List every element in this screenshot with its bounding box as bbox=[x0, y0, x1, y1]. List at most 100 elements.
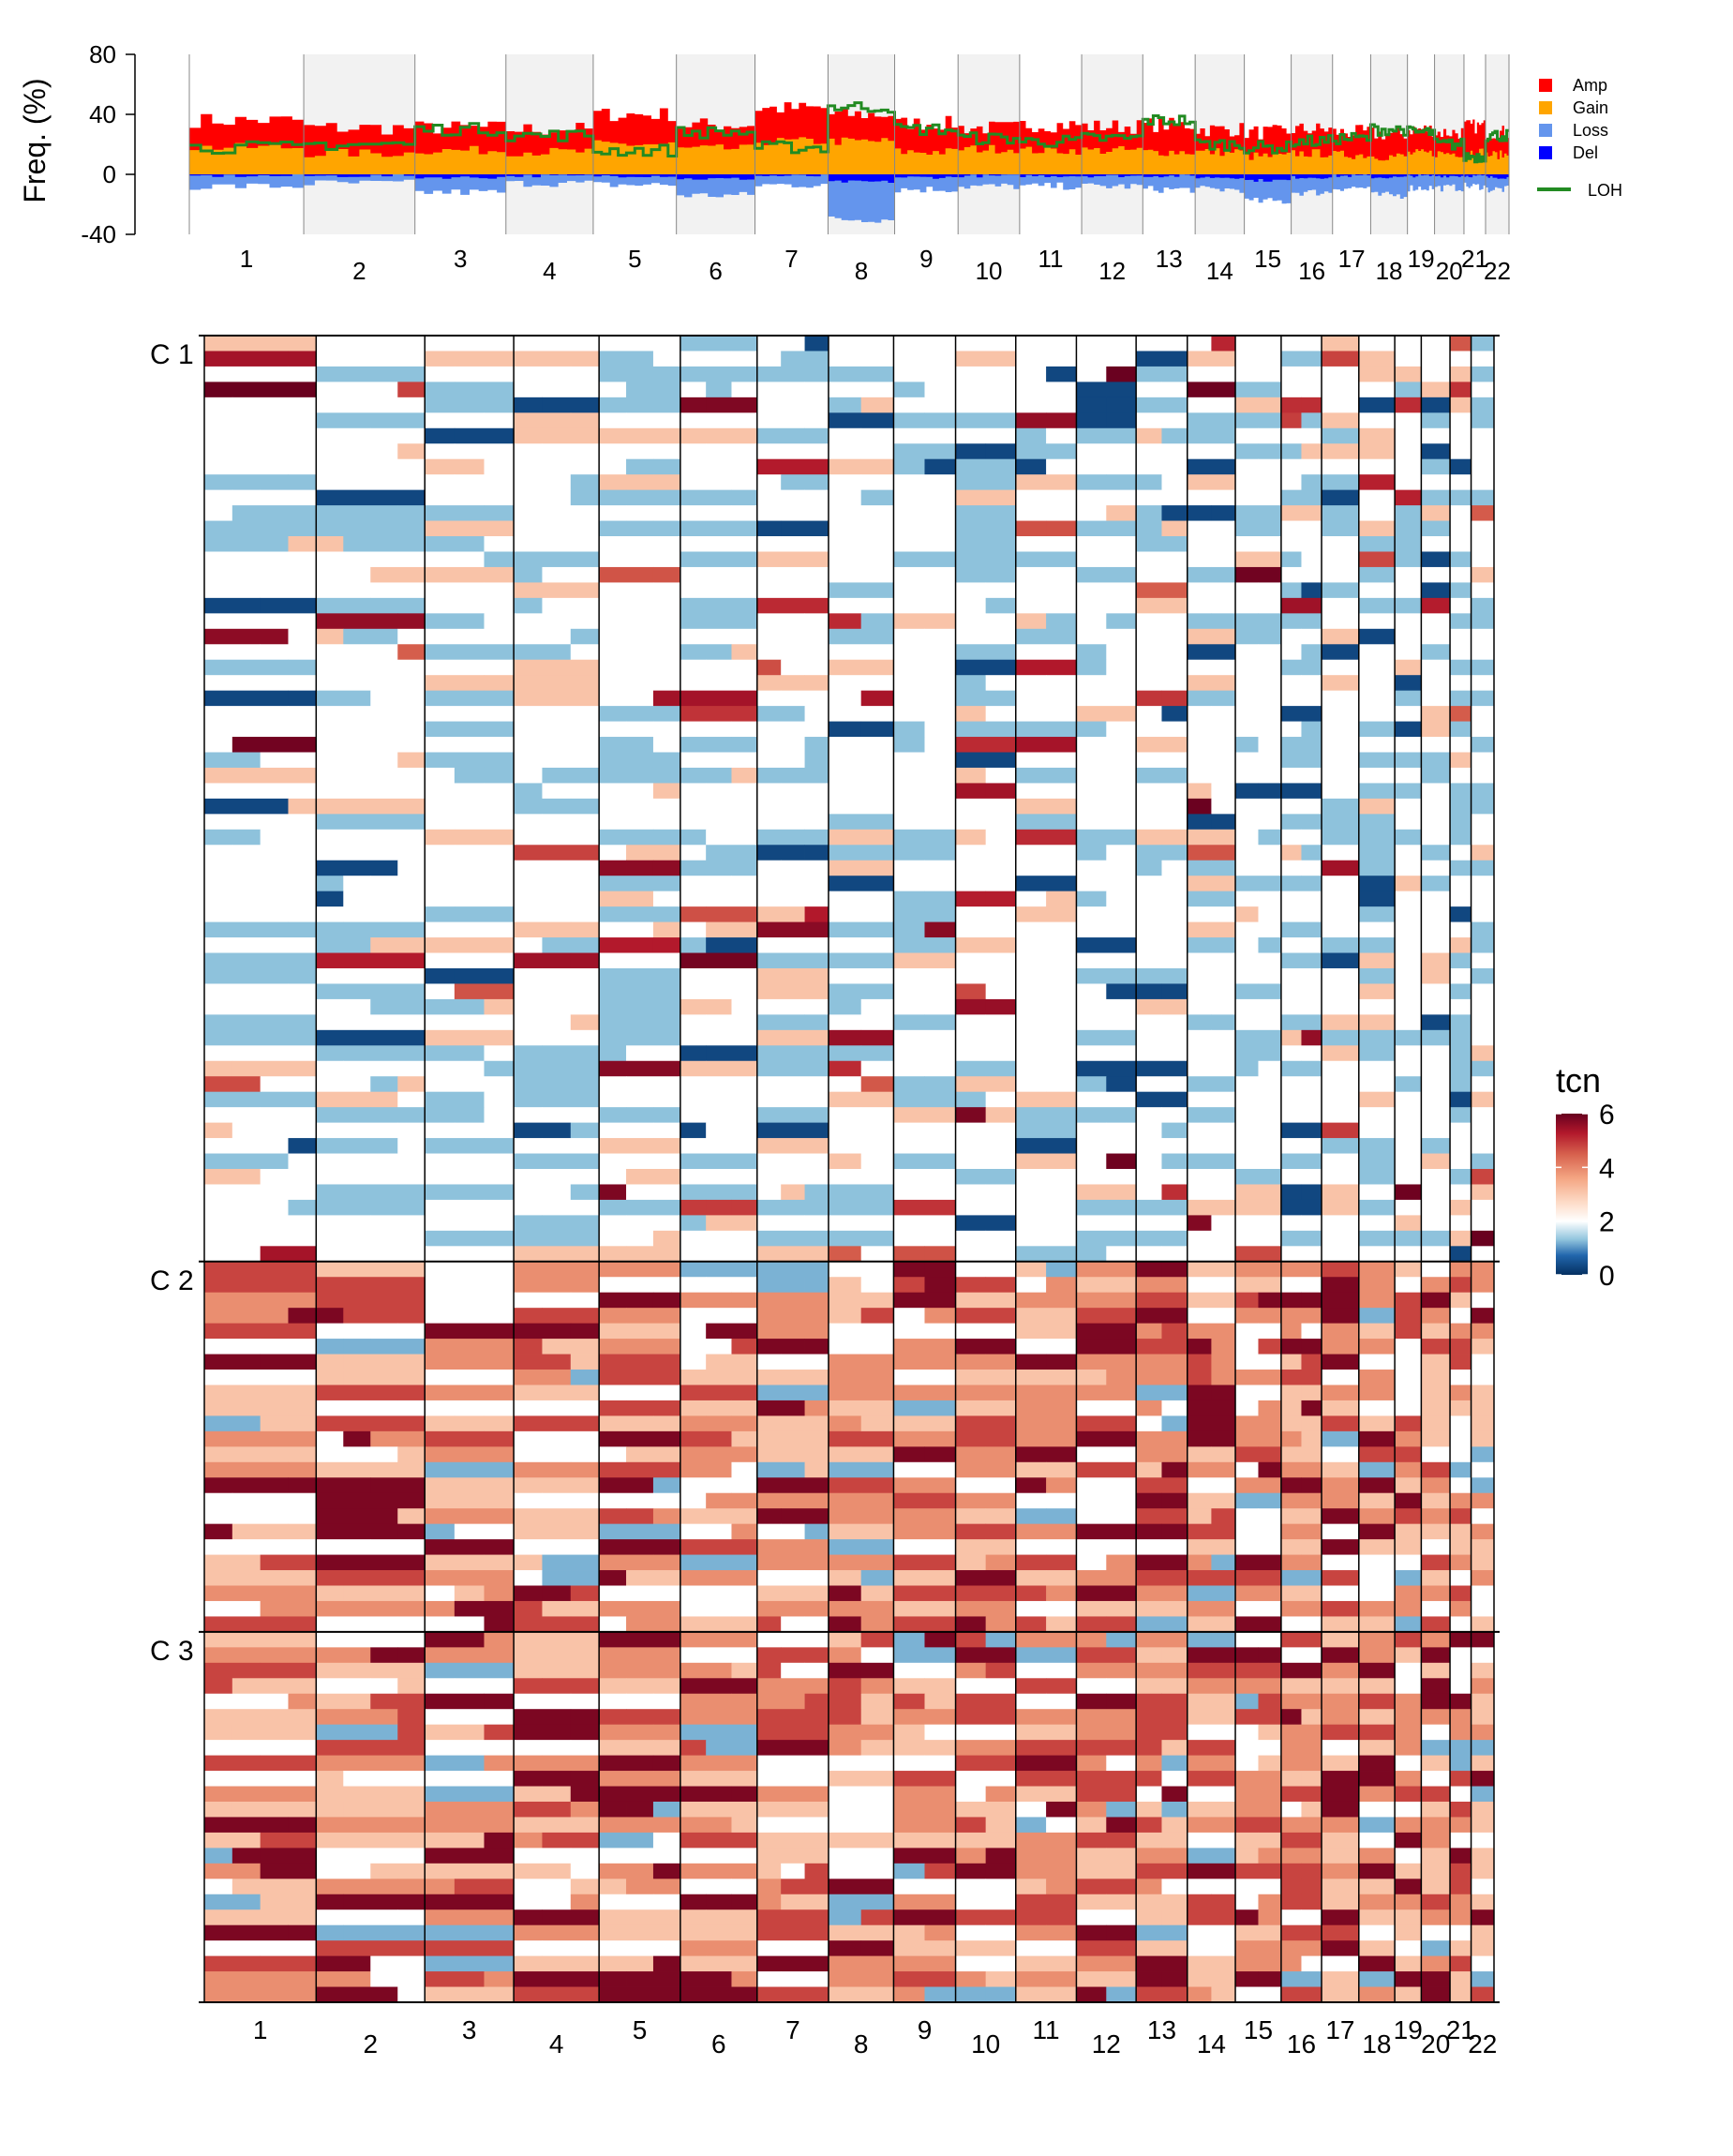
heat-cell bbox=[1046, 1370, 1077, 1385]
heat-cell bbox=[1471, 597, 1495, 614]
heat-cell bbox=[680, 1755, 732, 1772]
heat-cell bbox=[1076, 1246, 1107, 1263]
heat-cell bbox=[1358, 906, 1396, 922]
heat-cell bbox=[454, 952, 515, 969]
heat-cell bbox=[1358, 814, 1396, 831]
heat-cell bbox=[454, 382, 515, 398]
heat-cell bbox=[756, 1153, 805, 1170]
heat-cell bbox=[1280, 1246, 1322, 1263]
heat-cell bbox=[1421, 1153, 1451, 1170]
heat-cell bbox=[1258, 536, 1282, 552]
heat-cell bbox=[781, 351, 829, 367]
heat-cell bbox=[1258, 906, 1282, 922]
heat-cell bbox=[680, 829, 707, 846]
heat-cell bbox=[756, 1693, 805, 1710]
heat-cell bbox=[893, 1446, 925, 1463]
heat-cell bbox=[1211, 1801, 1236, 1818]
heat-cell bbox=[1358, 706, 1396, 722]
heat-cell bbox=[1076, 845, 1107, 861]
heat-cell bbox=[1235, 1832, 1259, 1849]
heat-cell bbox=[1450, 1169, 1472, 1185]
heat-cell bbox=[828, 690, 862, 707]
heat-cell bbox=[1136, 891, 1162, 907]
heat-cell bbox=[706, 1339, 732, 1355]
heat-cell bbox=[542, 1045, 600, 1062]
heat-cell bbox=[955, 1986, 987, 2003]
heat-cell bbox=[425, 412, 485, 429]
heat-cell bbox=[316, 1570, 426, 1586]
legend-label-loh: LOH bbox=[1588, 181, 1622, 200]
heat-cell bbox=[955, 397, 1017, 413]
heat-cell bbox=[1258, 845, 1282, 861]
heat-cell bbox=[893, 1755, 925, 1772]
heat-cell bbox=[804, 1184, 829, 1201]
heat-cell bbox=[731, 1370, 758, 1385]
heat-cell bbox=[599, 1292, 654, 1309]
heat-cell bbox=[1235, 366, 1282, 382]
heat-cell bbox=[1358, 1508, 1396, 1525]
heat-cell bbox=[1106, 737, 1137, 753]
heat-cell bbox=[204, 474, 289, 491]
heat-cell bbox=[204, 1724, 233, 1741]
heat-cell bbox=[1471, 1879, 1495, 1895]
heat-cell bbox=[454, 737, 515, 753]
heat-cell bbox=[260, 1894, 289, 1910]
heat-cell bbox=[1076, 921, 1107, 938]
heat-cell bbox=[1258, 1323, 1282, 1340]
heat-cell bbox=[756, 767, 782, 784]
heat-cell bbox=[514, 336, 543, 352]
heat-cell bbox=[599, 1940, 681, 1957]
heat-cell bbox=[1106, 536, 1137, 552]
heat-cell bbox=[599, 366, 654, 382]
heat-cell bbox=[542, 520, 572, 537]
heat-cell bbox=[204, 1014, 317, 1031]
freq-chrom-label-17: 17 bbox=[1338, 245, 1366, 273]
heat-cell bbox=[1280, 1971, 1322, 1987]
heat-cell bbox=[1395, 505, 1422, 521]
heat-cell bbox=[288, 1477, 317, 1494]
heat-cell bbox=[204, 1554, 261, 1571]
heat-cell bbox=[1450, 1323, 1472, 1340]
heat-cell bbox=[1187, 1122, 1236, 1139]
heat-cell bbox=[1076, 1107, 1137, 1124]
heat-cell bbox=[1471, 1832, 1495, 1849]
heat-cell bbox=[1471, 891, 1495, 907]
heat-cell bbox=[680, 628, 758, 645]
heat-cell bbox=[425, 1385, 485, 1401]
heat-cell bbox=[828, 937, 862, 953]
heat-cell bbox=[1421, 1215, 1451, 1232]
heat-cell bbox=[316, 1523, 398, 1540]
heatmap-cells bbox=[204, 336, 1495, 2003]
heat-cell bbox=[1450, 1724, 1472, 1741]
heat-cell bbox=[425, 628, 515, 645]
heat-cell bbox=[514, 613, 600, 630]
heat-cell bbox=[514, 412, 572, 429]
heat-cell bbox=[1395, 1585, 1422, 1602]
heat-cell bbox=[1187, 983, 1236, 1000]
heat-cell bbox=[1395, 1693, 1422, 1710]
heat-cell bbox=[1015, 1076, 1047, 1093]
heat-cell bbox=[316, 1215, 371, 1232]
heat-cell bbox=[204, 1076, 261, 1093]
heat-cell bbox=[1076, 366, 1107, 382]
heat-cell bbox=[1106, 1986, 1137, 2003]
heat-cell bbox=[985, 1971, 1017, 1987]
heat-cell bbox=[1322, 382, 1360, 398]
heat-cell bbox=[599, 1138, 654, 1154]
heat-cell bbox=[1358, 998, 1396, 1015]
heat-cell bbox=[626, 1184, 681, 1201]
heat-cell bbox=[1106, 1724, 1137, 1741]
heat-cell bbox=[514, 458, 543, 475]
heat-cell bbox=[1395, 814, 1422, 831]
heat-cell bbox=[1395, 1740, 1422, 1756]
heat-cell bbox=[1136, 798, 1188, 815]
heat-cell bbox=[860, 1415, 894, 1432]
heat-cell bbox=[514, 1477, 600, 1494]
heat-cell bbox=[1161, 1971, 1188, 1987]
heat-chrom-label-2: 2 bbox=[363, 2029, 378, 2059]
heat-cell bbox=[924, 737, 956, 753]
heat-cell bbox=[1280, 1554, 1302, 1571]
heat-cell bbox=[1358, 876, 1396, 892]
heat-cell bbox=[454, 1415, 485, 1432]
heat-cell bbox=[680, 1477, 732, 1494]
